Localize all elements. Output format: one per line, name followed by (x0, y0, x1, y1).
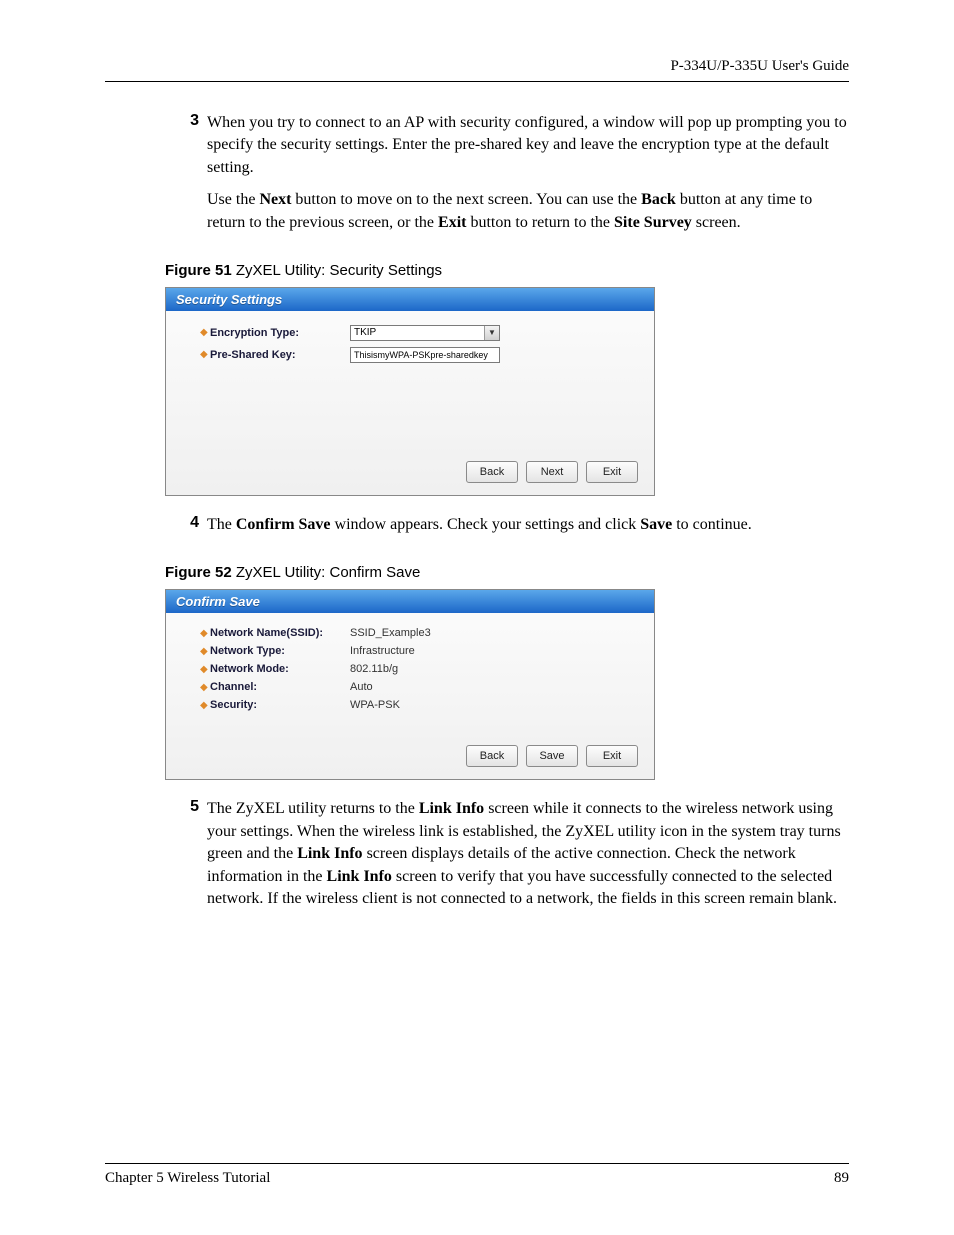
button-row: Back Save Exit (166, 739, 654, 779)
bold-site-survey: Site Survey (614, 214, 692, 231)
guide-title: P-334U/P-335U User's Guide (670, 58, 849, 74)
security-settings-panel: Security Settings ◆ Encryption Type: TKI… (165, 287, 655, 496)
channel-label: Channel: (210, 681, 350, 693)
text: window appears. Check your settings and … (331, 516, 641, 533)
select-value: TKIP (354, 327, 484, 338)
network-type-value: Infrastructure (350, 645, 415, 657)
encryption-type-row: ◆ Encryption Type: TKIP ▼ (200, 325, 634, 341)
step-body: When you try to connect to an AP with se… (207, 112, 849, 244)
back-button[interactable]: Back (466, 461, 518, 483)
ssid-value: SSID_Example3 (350, 627, 431, 639)
security-row: ◆ Security: WPA-PSK (200, 699, 634, 711)
exit-button[interactable]: Exit (586, 745, 638, 767)
psk-input[interactable]: ThisismyWPA-PSKpre-sharedkey (350, 347, 500, 363)
network-mode-row: ◆ Network Mode: 802.11b/g (200, 663, 634, 675)
bullet-icon: ◆ (200, 628, 210, 639)
bold-back: Back (641, 191, 676, 208)
next-button[interactable]: Next (526, 461, 578, 483)
button-row: Back Next Exit (166, 455, 654, 495)
step-number: 4 (175, 514, 207, 546)
step-number: 3 (175, 112, 207, 244)
bold-save: Save (640, 516, 672, 533)
security-label: Security: (210, 699, 350, 711)
psk-row: ◆ Pre-Shared Key: ThisismyWPA-PSKpre-sha… (200, 347, 634, 363)
page-header: P-334U/P-335U User's Guide (105, 58, 849, 82)
save-button[interactable]: Save (526, 745, 578, 767)
bullet-icon: ◆ (200, 682, 210, 693)
bold-link-info: Link Info (297, 845, 362, 862)
bold-next: Next (259, 191, 291, 208)
bullet-icon: ◆ (200, 349, 210, 360)
back-button[interactable]: Back (466, 745, 518, 767)
confirm-save-panel: Confirm Save ◆ Network Name(SSID): SSID_… (165, 589, 655, 780)
psk-label: Pre-Shared Key: (210, 349, 350, 361)
figure-title: ZyXEL Utility: Confirm Save (232, 564, 421, 581)
figure-label: Figure 51 (165, 262, 232, 279)
exit-button[interactable]: Exit (586, 461, 638, 483)
figure-51-caption: Figure 51 ZyXEL Utility: Security Settin… (165, 262, 849, 279)
encryption-type-label: Encryption Type: (210, 327, 350, 339)
text: The (207, 516, 236, 533)
step-number: 5 (175, 798, 207, 920)
text: button to return to the (466, 214, 614, 231)
text: When you try to connect to an AP with se… (207, 114, 847, 176)
step-3: 3 When you try to connect to an AP with … (175, 112, 849, 244)
security-value: WPA-PSK (350, 699, 400, 711)
chevron-down-icon: ▼ (484, 326, 499, 340)
step-4: 4 The Confirm Save window appears. Check… (175, 514, 849, 546)
ssid-row: ◆ Network Name(SSID): SSID_Example3 (200, 627, 634, 639)
chapter-label: Chapter 5 Wireless Tutorial (105, 1170, 270, 1187)
bold-link-info: Link Info (419, 800, 484, 817)
text: The ZyXEL utility returns to the (207, 800, 419, 817)
bold-exit: Exit (438, 214, 466, 231)
step-5: 5 The ZyXEL utility returns to the Link … (175, 798, 849, 920)
bold-confirm-save: Confirm Save (236, 516, 331, 533)
page-footer: Chapter 5 Wireless Tutorial 89 (105, 1163, 849, 1187)
panel-title: Security Settings (166, 288, 654, 311)
panel-title: Confirm Save (166, 590, 654, 613)
network-type-label: Network Type: (210, 645, 350, 657)
channel-value: Auto (350, 681, 373, 693)
text: button to move on to the next screen. Yo… (291, 191, 641, 208)
page-number: 89 (834, 1170, 849, 1187)
text: to continue. (672, 516, 752, 533)
step-body: The ZyXEL utility returns to the Link In… (207, 798, 849, 920)
step-body: The Confirm Save window appears. Check y… (207, 514, 849, 546)
text: screen. (692, 214, 741, 231)
encryption-type-select[interactable]: TKIP ▼ (350, 325, 500, 341)
figure-52-caption: Figure 52 ZyXEL Utility: Confirm Save (165, 564, 849, 581)
text: Use the (207, 191, 259, 208)
figure-title: ZyXEL Utility: Security Settings (232, 262, 442, 279)
network-type-row: ◆ Network Type: Infrastructure (200, 645, 634, 657)
ssid-label: Network Name(SSID): (210, 627, 350, 639)
network-mode-value: 802.11b/g (350, 663, 398, 675)
network-mode-label: Network Mode: (210, 663, 350, 675)
bullet-icon: ◆ (200, 327, 210, 338)
figure-label: Figure 52 (165, 564, 232, 581)
bullet-icon: ◆ (200, 700, 210, 711)
bullet-icon: ◆ (200, 646, 210, 657)
channel-row: ◆ Channel: Auto (200, 681, 634, 693)
bullet-icon: ◆ (200, 664, 210, 675)
bold-link-info: Link Info (327, 868, 392, 885)
